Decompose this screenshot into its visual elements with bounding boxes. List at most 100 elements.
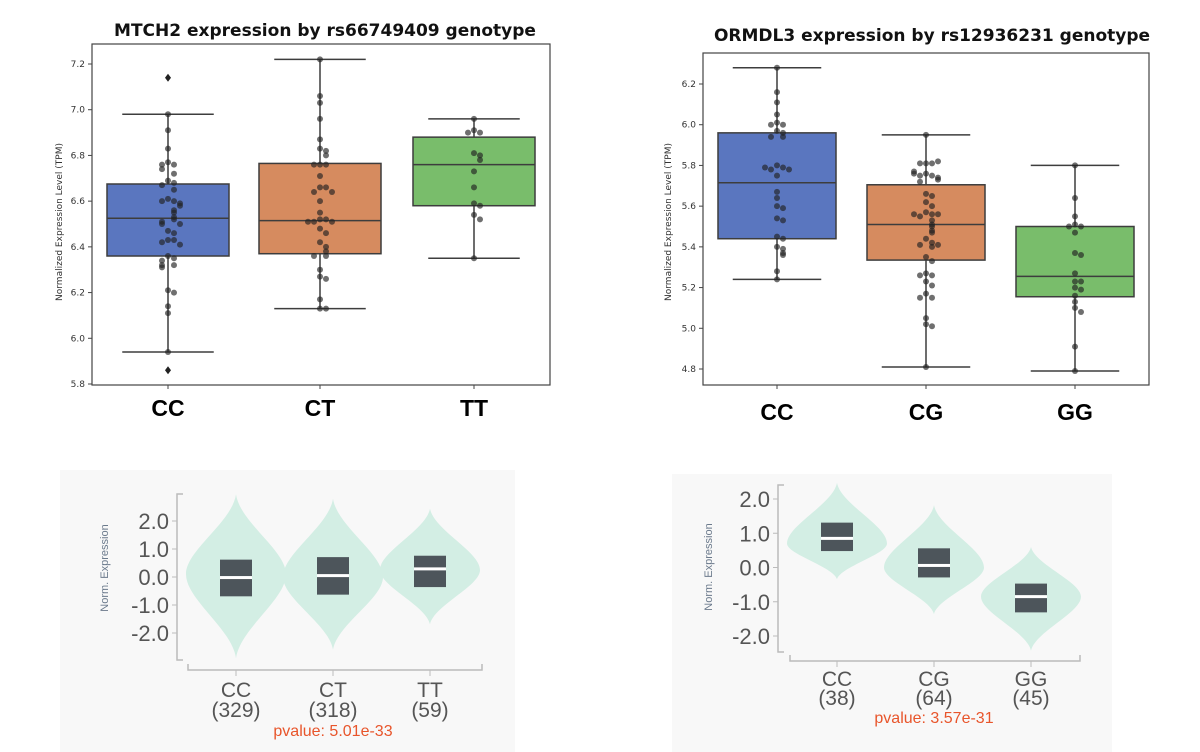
- y-tick-label: 6.6: [71, 197, 86, 207]
- data-point: [1072, 213, 1078, 220]
- median-line: [1015, 595, 1047, 599]
- iqr-box: [918, 548, 950, 578]
- data-point: [917, 172, 923, 179]
- sample-count: (329): [211, 699, 260, 722]
- data-point: [774, 64, 780, 71]
- data-point: [317, 209, 323, 216]
- iqr-box: [821, 522, 853, 552]
- x-category-label: CT: [305, 395, 336, 421]
- y-axis-label-violin-left: Norm. Expression: [99, 524, 111, 611]
- data-point: [317, 239, 323, 246]
- sample-count: (318): [308, 699, 357, 722]
- data-point: [471, 184, 477, 191]
- data-point: [317, 173, 323, 179]
- data-point: [317, 216, 323, 223]
- data-point: [768, 166, 774, 173]
- data-point: [317, 225, 323, 232]
- data-point: [471, 115, 477, 122]
- data-point: [171, 198, 177, 205]
- data-point: [780, 217, 786, 224]
- data-point: [323, 152, 329, 159]
- data-point: [780, 252, 786, 258]
- data-point: [780, 133, 786, 140]
- data-point: [929, 294, 935, 301]
- y-tick-label: -2.0: [131, 621, 169, 646]
- data-point: [780, 164, 786, 171]
- outlier-point: [165, 73, 171, 82]
- data-point: [317, 266, 323, 273]
- data-point: [929, 211, 935, 218]
- data-point: [923, 315, 929, 322]
- data-point: [171, 230, 177, 237]
- data-point: [923, 131, 929, 138]
- data-point: [323, 147, 329, 154]
- data-point: [923, 321, 929, 328]
- data-point: [923, 254, 929, 261]
- y-tick-label: 0.0: [739, 556, 770, 581]
- data-point: [329, 189, 335, 195]
- data-point: [762, 164, 768, 171]
- sample-count: (38): [818, 687, 855, 710]
- y-tick-label: 5.8: [682, 161, 697, 171]
- data-point: [1072, 304, 1078, 311]
- data-point: [477, 216, 483, 223]
- plot-frame: [91, 43, 551, 386]
- box-CG: [866, 184, 986, 261]
- data-point: [317, 56, 323, 63]
- data-point: [317, 115, 323, 122]
- data-point: [171, 161, 177, 168]
- y-tick-label: -1.0: [732, 590, 770, 615]
- iqr-box: [414, 555, 446, 588]
- data-point: [311, 253, 317, 259]
- data-point: [477, 157, 483, 163]
- data-point: [929, 258, 935, 265]
- data-point: [471, 168, 477, 175]
- x-category-label: CC: [760, 399, 793, 425]
- data-point: [317, 273, 323, 280]
- data-point: [165, 303, 171, 310]
- data-point: [165, 177, 171, 184]
- data-point: [159, 161, 165, 168]
- data-point: [159, 239, 165, 246]
- data-point: [929, 282, 935, 289]
- y-tick-label: 2.0: [739, 487, 770, 512]
- y-tick-label: 6.4: [71, 243, 86, 253]
- x-category-label: CC: [151, 395, 184, 421]
- data-point: [774, 162, 780, 169]
- data-point: [165, 310, 171, 317]
- data-point: [465, 129, 471, 136]
- y-tick-label: 1.0: [739, 521, 770, 546]
- x-category-label: CC: [221, 679, 251, 702]
- data-point: [774, 99, 780, 106]
- data-point: [774, 243, 780, 250]
- data-point: [165, 227, 171, 234]
- data-point: [165, 349, 171, 355]
- data-point: [935, 211, 941, 218]
- data-point: [923, 190, 929, 197]
- pvalue-left: pvalue: 5.01e-33: [273, 723, 392, 740]
- data-point: [1078, 309, 1084, 315]
- data-point: [1072, 343, 1078, 350]
- data-point: [171, 186, 177, 193]
- data-point: [311, 161, 317, 168]
- sample-count: (45): [1012, 687, 1049, 710]
- data-point: [317, 161, 323, 168]
- data-point: [171, 262, 177, 269]
- data-point: [774, 119, 780, 126]
- data-point: [774, 215, 780, 222]
- data-point: [929, 172, 935, 179]
- data-point: [917, 272, 923, 279]
- data-point: [471, 200, 477, 207]
- x-axis-line: [187, 664, 483, 671]
- outlier-point: [165, 366, 171, 375]
- data-point: [1078, 278, 1084, 285]
- data-point: [774, 188, 780, 195]
- data-point: [929, 323, 935, 330]
- data-point: [159, 198, 165, 205]
- data-point: [471, 255, 477, 262]
- data-point: [317, 145, 323, 152]
- data-point: [159, 264, 165, 271]
- x-category-label: CG: [909, 399, 944, 425]
- data-point: [780, 205, 786, 212]
- chart-title-mtch2: MTCH2 expression by rs66749409 genotype: [114, 21, 536, 41]
